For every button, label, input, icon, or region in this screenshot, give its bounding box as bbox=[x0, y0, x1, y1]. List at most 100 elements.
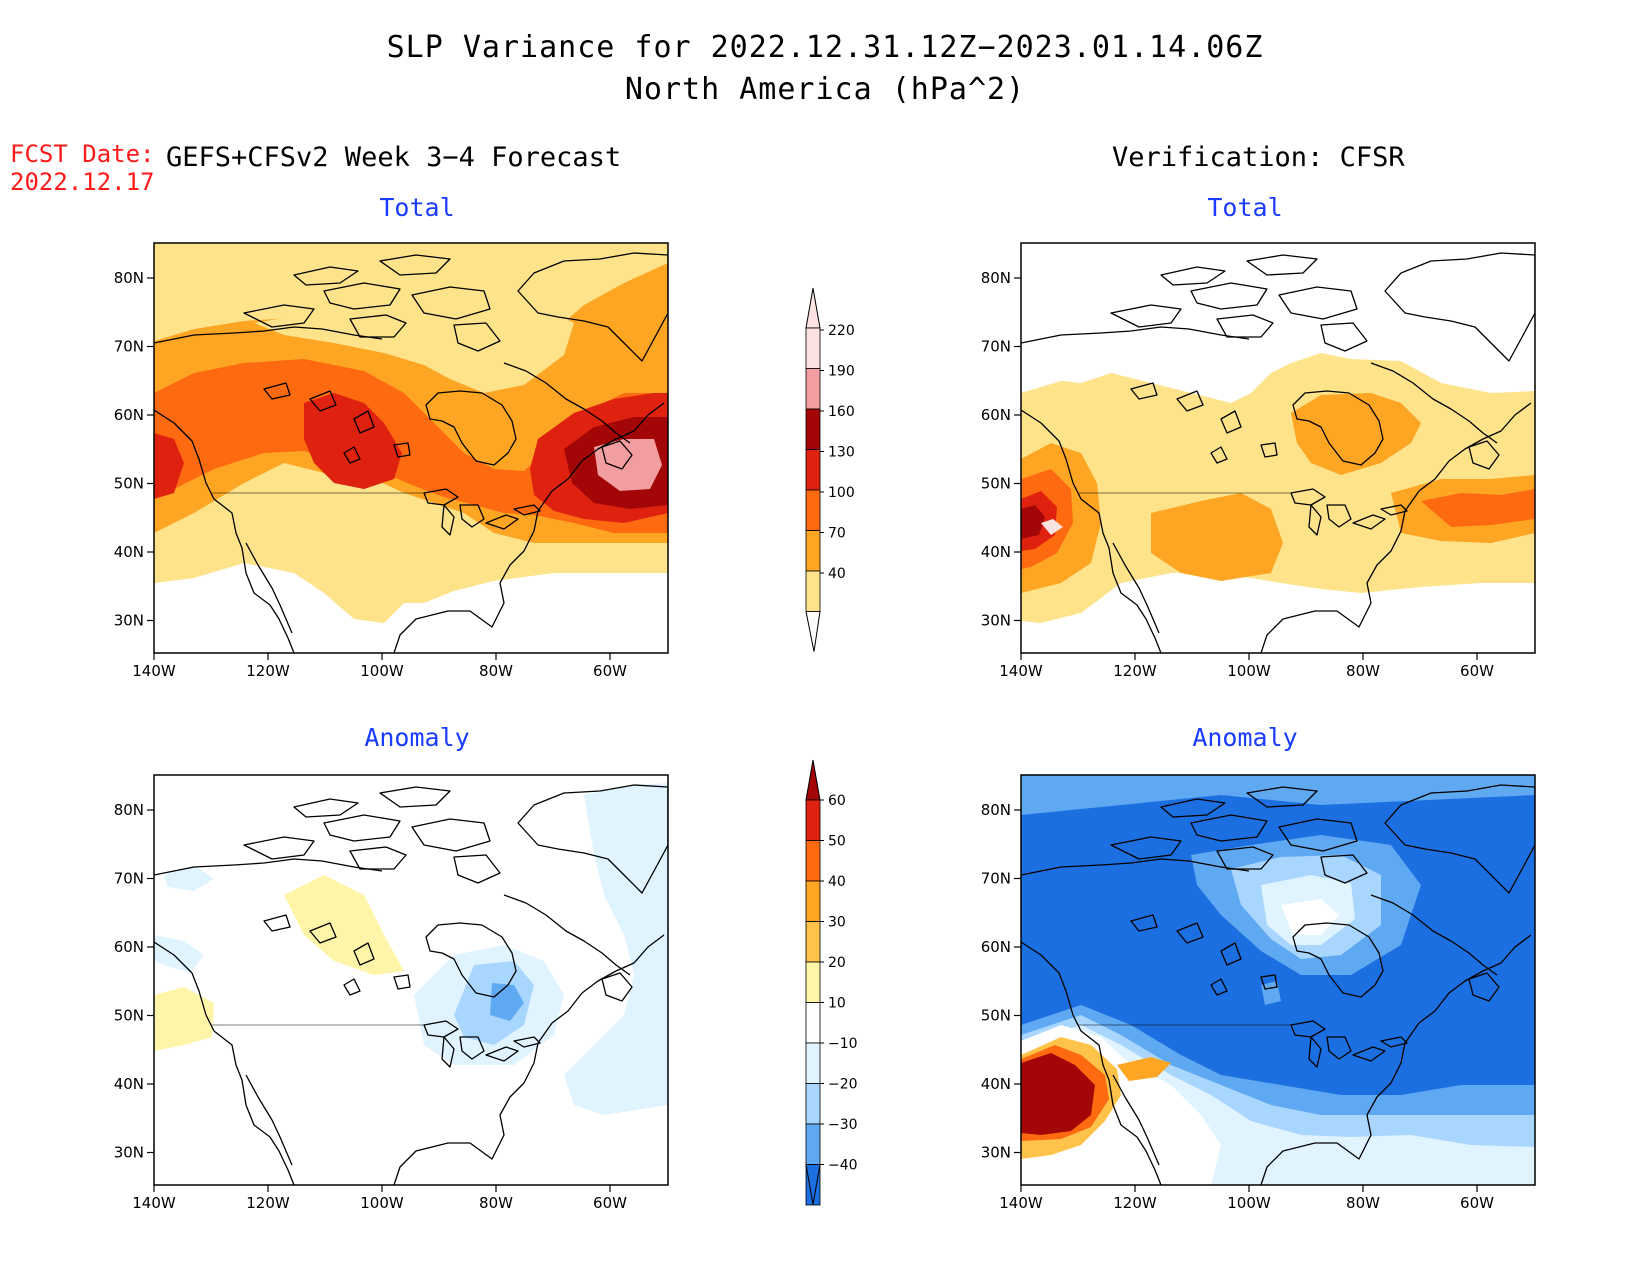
colorbar-label: −20 bbox=[828, 1077, 858, 1093]
lon-tick-label: 80W bbox=[1346, 1194, 1380, 1212]
verification-anomaly-map bbox=[1020, 774, 1536, 1186]
lat-tick-label: 30N bbox=[114, 1144, 144, 1162]
colorbar-label: 160 bbox=[828, 404, 855, 420]
lon-tick-label: 140W bbox=[999, 1194, 1043, 1212]
lon-tick-label: 140W bbox=[132, 662, 176, 680]
colorbar-end-low bbox=[805, 611, 821, 652]
colorbar-label: 100 bbox=[828, 485, 855, 501]
colorbar-segment bbox=[805, 799, 821, 841]
shade-pos10 bbox=[284, 875, 404, 975]
colorbar-segment bbox=[805, 1002, 821, 1044]
forecast-total-map bbox=[153, 242, 669, 654]
lat-tick-label: 70N bbox=[981, 870, 1011, 888]
lat-tick-label: 80N bbox=[114, 801, 144, 819]
colorbar-segment bbox=[805, 530, 821, 572]
lon-tick-label: 120W bbox=[1113, 662, 1157, 680]
lat-tick-label: 70N bbox=[981, 338, 1011, 356]
colorbar-label: 190 bbox=[828, 364, 855, 380]
lon-tick-label: 60W bbox=[593, 662, 627, 680]
colorbar-label: 10 bbox=[828, 996, 846, 1012]
forecast-total-title: Total bbox=[379, 193, 455, 222]
colorbar-total: 220 190 160 130 100 70 40 bbox=[805, 287, 855, 652]
shade-40-arctic bbox=[254, 303, 574, 393]
lat-tick-label: 40N bbox=[981, 543, 1011, 561]
verification-column-title: Verification: CFSR bbox=[1112, 142, 1405, 173]
lat-tick-label: 60N bbox=[981, 938, 1011, 956]
map-frame bbox=[153, 242, 669, 654]
lat-tick-label: 50N bbox=[114, 475, 144, 493]
colorbar-label: 220 bbox=[828, 323, 855, 339]
shade-130-west bbox=[304, 393, 402, 489]
lat-tick-label: 80N bbox=[981, 269, 1011, 287]
colorbar-end-high bbox=[805, 759, 821, 801]
colorbar-label: 40 bbox=[828, 874, 846, 890]
lat-tick-label: 60N bbox=[114, 406, 144, 424]
lat-tick-label: 30N bbox=[114, 612, 144, 630]
colorbar-segment bbox=[805, 408, 821, 450]
lat-tick-label: 80N bbox=[981, 801, 1011, 819]
lon-tick-label: 80W bbox=[479, 662, 513, 680]
colorbar-label: −40 bbox=[828, 1158, 858, 1174]
colorbar-end-high bbox=[805, 287, 821, 329]
colorbar-label: −30 bbox=[828, 1117, 858, 1133]
colorbar-segment bbox=[805, 489, 821, 531]
lat-tick-label: 50N bbox=[981, 475, 1011, 493]
forecast-anomaly-map bbox=[153, 774, 669, 1186]
shade-neg10-east bbox=[564, 783, 668, 1115]
lon-tick-label: 80W bbox=[1346, 662, 1380, 680]
colorbar-label: 130 bbox=[828, 445, 855, 461]
colorbar-label: 60 bbox=[828, 793, 846, 809]
shade-below-40 bbox=[154, 563, 668, 653]
colorbar-segment bbox=[805, 1083, 821, 1125]
shade-100-east bbox=[1421, 489, 1535, 527]
lon-tick-label: 100W bbox=[360, 662, 404, 680]
colorbar-segment bbox=[805, 840, 821, 882]
colorbar-segment bbox=[805, 327, 821, 369]
fcst-date-block: FCST Date: 2022.12.17 bbox=[10, 140, 155, 196]
axes-layer: 80N 70N 60N 50N 40N 30N 140W 120W 100W 80W 60W 80N 7… bbox=[114, 269, 1494, 1212]
lon-tick-label: 100W bbox=[360, 1194, 404, 1212]
fcst-date-value: 2022.12.17 bbox=[10, 168, 155, 196]
main-subtitle: North America (hPa^2) bbox=[624, 72, 1026, 107]
colorbar-segment bbox=[805, 1123, 821, 1165]
lat-tick-label: 50N bbox=[981, 1007, 1011, 1025]
lat-tick-label: 80N bbox=[114, 269, 144, 287]
colorbar-label: −10 bbox=[828, 1036, 858, 1052]
lon-tick-label: 60W bbox=[1460, 662, 1494, 680]
map-frame bbox=[1020, 242, 1536, 654]
lat-tick-label: 70N bbox=[114, 870, 144, 888]
colorbar-segment bbox=[805, 368, 821, 410]
main-title: SLP Variance for 2022.12.31.12Z−2023.01.… bbox=[386, 30, 1264, 65]
shade-220 bbox=[1041, 519, 1063, 535]
shade-160 bbox=[1021, 505, 1045, 539]
colorbar-label: 50 bbox=[828, 834, 846, 850]
lat-tick-label: 50N bbox=[114, 1007, 144, 1025]
colorbar-end-low bbox=[805, 1164, 821, 1205]
lon-tick-label: 140W bbox=[999, 662, 1043, 680]
lat-tick-label: 40N bbox=[114, 543, 144, 561]
colorbar-label: 70 bbox=[828, 526, 846, 542]
lat-tick-label: 70N bbox=[114, 338, 144, 356]
colorbar-segment bbox=[805, 880, 821, 922]
shade-70-canada bbox=[1291, 393, 1421, 475]
colorbar-segment bbox=[805, 1042, 821, 1084]
lat-tick-label: 60N bbox=[114, 938, 144, 956]
lat-tick-label: 30N bbox=[981, 1144, 1011, 1162]
colorbar-anomaly: 60 50 40 30 20 10 −10 −20 −30 −40 bbox=[805, 759, 858, 1206]
lat-tick-label: 30N bbox=[981, 612, 1011, 630]
colorbar-label: 30 bbox=[828, 915, 846, 931]
verification-total-map bbox=[1020, 242, 1536, 654]
map-frame bbox=[153, 774, 669, 1186]
colorbar-segment bbox=[805, 921, 821, 963]
shade-pos60 bbox=[1021, 1053, 1095, 1135]
lat-tick-label: 60N bbox=[981, 406, 1011, 424]
lat-tick-label: 40N bbox=[114, 1075, 144, 1093]
lon-tick-label: 140W bbox=[132, 1194, 176, 1212]
fcst-date-label: FCST Date: bbox=[10, 140, 155, 168]
lon-tick-label: 100W bbox=[1227, 662, 1271, 680]
lon-tick-label: 80W bbox=[479, 1194, 513, 1212]
lat-tick-label: 40N bbox=[981, 1075, 1011, 1093]
forecast-column-title: GEFS+CFSv2 Week 3−4 Forecast bbox=[166, 142, 622, 173]
colorbar-segment bbox=[805, 449, 821, 491]
